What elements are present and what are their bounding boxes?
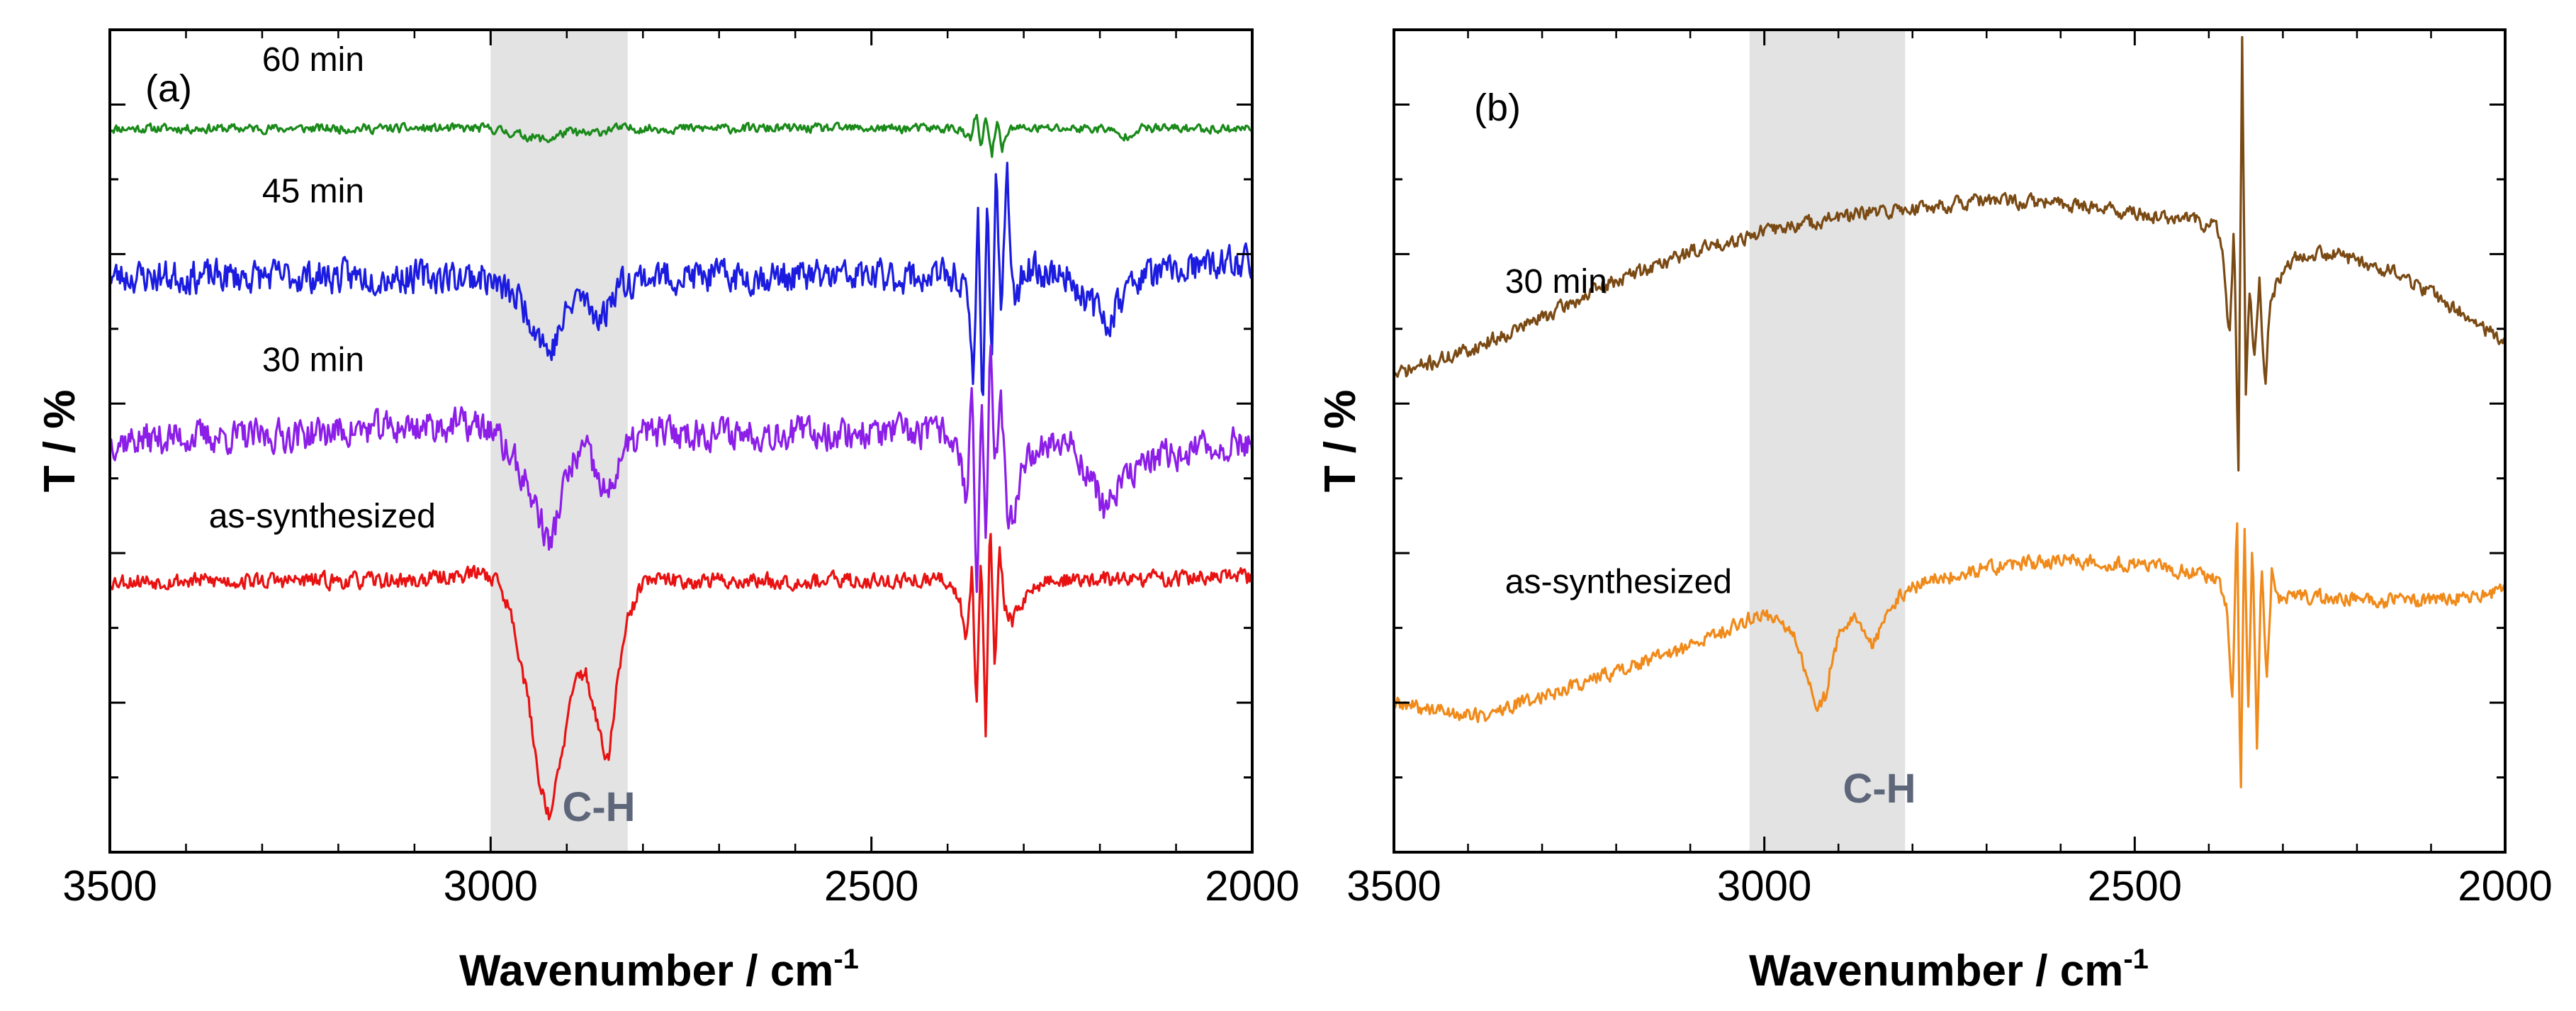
panel-b-ticks: 3500 3000 2500 2000	[1346, 30, 2553, 910]
x-tick-label: 2500	[824, 862, 918, 910]
x-tick-label: 3000	[1717, 862, 1811, 910]
series-line-45-min	[109, 162, 1254, 396]
panel-a-label: (a)	[145, 67, 192, 110]
panel-b-ylabel: T / %	[1316, 390, 1365, 493]
panel-b-xlabel: Wavenumber / cm-1	[1749, 944, 2149, 995]
panel-b-xlabel-superscript: -1	[2123, 944, 2149, 975]
x-tick-label: 3500	[62, 862, 157, 910]
panel-a-xlabel-superscript: -1	[833, 944, 859, 975]
series-label-30-min: 30 min	[1505, 263, 1607, 301]
series-line-60-min	[109, 113, 1254, 158]
panel-a-ticks: 3500 3000 2500 2000	[62, 30, 1300, 910]
panel-a-xlabel: Wavenumber / cm-1	[459, 944, 859, 995]
panel-a-series: 60 min 45 min 30 min as-synthesized	[108, 41, 1254, 821]
panel-b-xlabel-text: Wavenumber / cm	[1749, 946, 2123, 995]
ch-band-b	[1749, 30, 1906, 852]
series-label-60-min: 60 min	[262, 41, 364, 79]
series-line-as-synthesized	[1393, 522, 2507, 789]
ch-band-label-a: C-H	[562, 784, 635, 830]
panel-a-xlabel-text: Wavenumber / cm	[459, 946, 833, 995]
x-tick-label: 3000	[444, 862, 538, 910]
ch-band-a	[490, 30, 628, 852]
panel-a: 60 min 45 min 30 min as-synthesized 3500 300…	[35, 28, 1300, 995]
x-tick-label: 2000	[1205, 862, 1299, 910]
panel-a-ylabel: T / %	[35, 390, 84, 493]
x-tick-label: 3500	[1346, 862, 1441, 910]
series-label-as-synthesized: as-synthesized	[209, 498, 436, 535]
series-line-30-min	[108, 344, 1254, 593]
series-line-30-min	[1393, 35, 2507, 472]
panel-b-label: (b)	[1474, 86, 1521, 129]
series-line-as-synthesized	[108, 532, 1254, 821]
ch-band-label-b: C-H	[1843, 766, 1916, 812]
series-label-45-min: 45 min	[262, 173, 364, 211]
panel-b: 30 min as-synthesized 3500 3000 2500 2000 (b…	[1316, 28, 2553, 995]
panel-b-series: 30 min as-synthesized	[1393, 35, 2507, 789]
x-tick-label: 2000	[2458, 862, 2552, 910]
series-label-as-synthesized: as-synthesized	[1505, 564, 1732, 601]
series-label-30-min: 30 min	[262, 341, 364, 379]
x-tick-label: 2500	[2088, 862, 2182, 910]
panel-b-frame	[1393, 28, 2507, 854]
panel-a-frame	[108, 28, 1254, 854]
